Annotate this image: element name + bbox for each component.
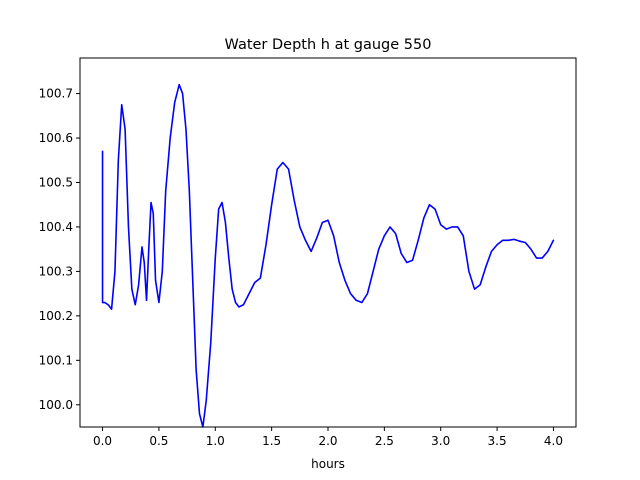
x-tick-label: 1.0 xyxy=(206,434,225,448)
y-tick-label: 100.3 xyxy=(39,264,73,278)
y-tick-label: 100.6 xyxy=(39,131,73,145)
x-tick-label: 3.0 xyxy=(431,434,450,448)
x-axis-label: hours xyxy=(311,457,345,471)
x-tick-label: 4.0 xyxy=(544,434,563,448)
y-tick-label: 100.0 xyxy=(39,398,73,412)
y-tick-label: 100.1 xyxy=(39,353,73,367)
x-tick-label: 2.5 xyxy=(375,434,394,448)
x-tick-label: 3.5 xyxy=(488,434,507,448)
y-tick-label: 100.4 xyxy=(39,220,73,234)
x-tick-label: 0.0 xyxy=(93,434,112,448)
series-line-0 xyxy=(101,83,555,428)
y-tick-label: 100.2 xyxy=(39,309,73,323)
chart-title: Water Depth h at gauge 550 xyxy=(225,37,432,53)
x-tick-label: 2.0 xyxy=(318,434,337,448)
x-tick-label: 1.5 xyxy=(262,434,281,448)
x-tick-label: 0.5 xyxy=(149,434,168,448)
plot-area: 0.0 0.5 1.0 1.5 2.0 2.5 3.0 3.5 4.0 100.0 100.1 100… xyxy=(39,57,577,448)
y-tick-label: 100.5 xyxy=(39,175,73,189)
y-tick-label: 100.7 xyxy=(39,87,73,101)
